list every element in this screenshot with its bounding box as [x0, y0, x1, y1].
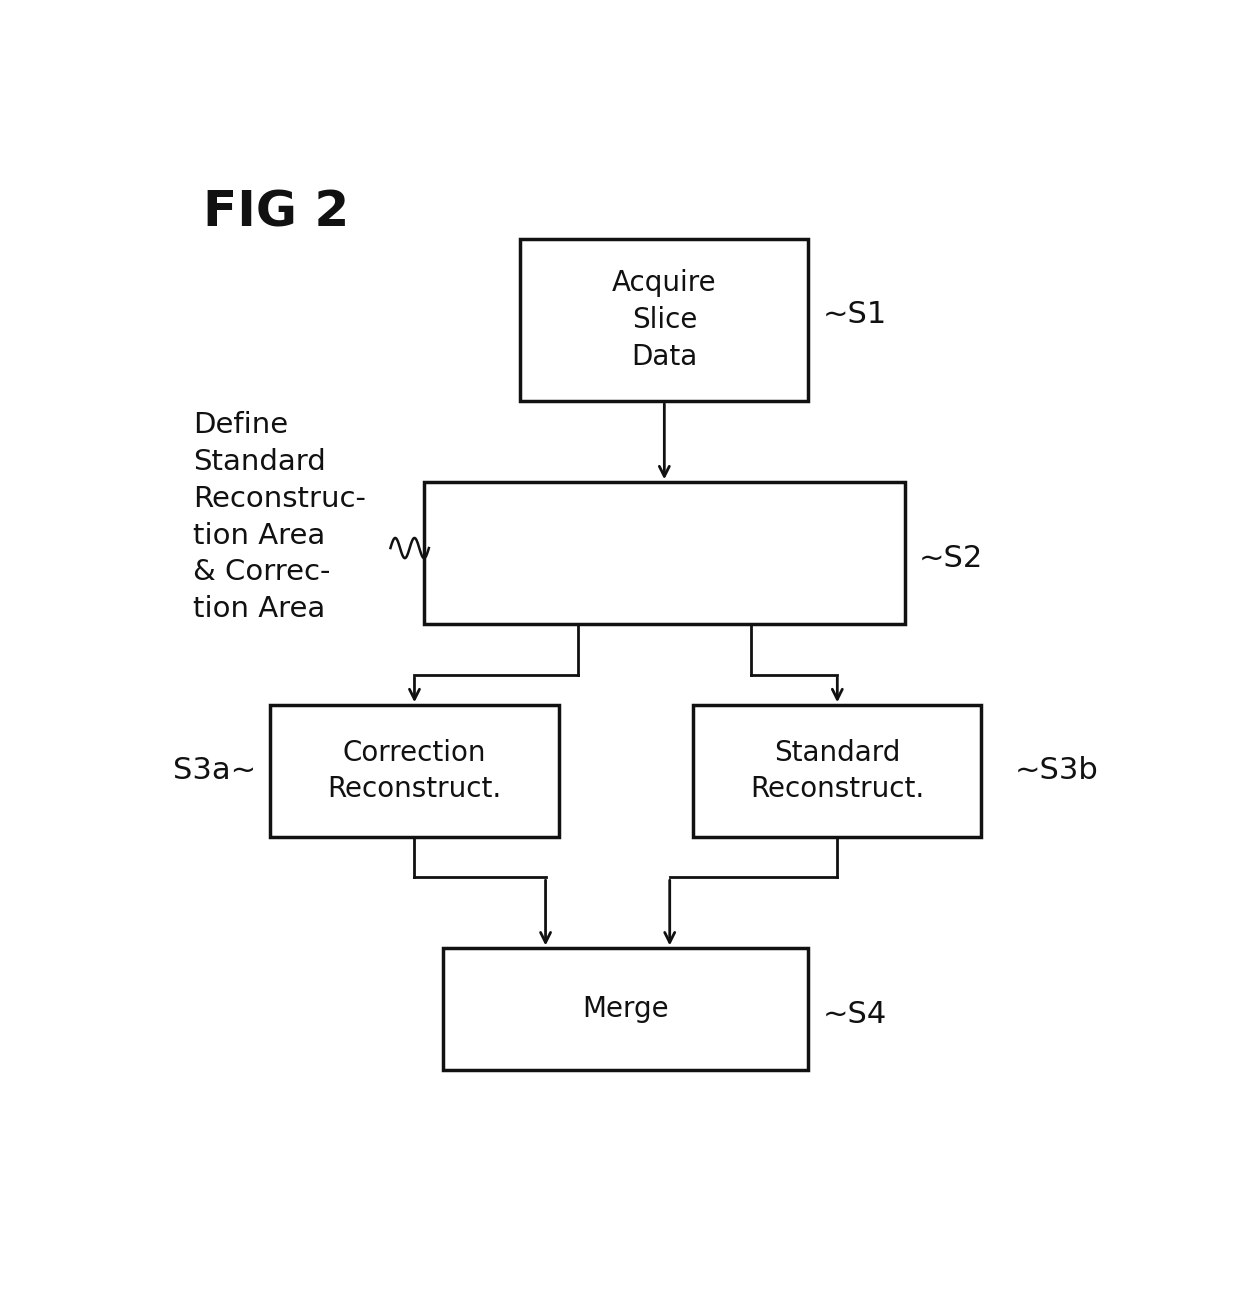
- Text: ~S1: ~S1: [823, 300, 887, 329]
- Bar: [521, 240, 808, 401]
- Text: Merge: Merge: [583, 995, 670, 1023]
- Text: ~S4: ~S4: [823, 1000, 887, 1029]
- Text: Correction
Reconstruct.: Correction Reconstruct.: [327, 738, 502, 803]
- Bar: [444, 949, 808, 1070]
- Bar: [693, 705, 982, 837]
- Text: ~S2: ~S2: [919, 544, 983, 572]
- Bar: [270, 705, 558, 837]
- Bar: [424, 482, 905, 624]
- Text: Define
Standard
Reconstruc-
tion Area
& Correc-
tion Area: Define Standard Reconstruc- tion Area & …: [193, 411, 366, 624]
- Text: ~S3b: ~S3b: [1016, 757, 1099, 786]
- Text: S3a~: S3a~: [172, 757, 255, 786]
- Text: FIG 2: FIG 2: [203, 188, 350, 237]
- Text: Acquire
Slice
Data: Acquire Slice Data: [613, 270, 717, 371]
- Text: Standard
Reconstruct.: Standard Reconstruct.: [750, 738, 925, 803]
